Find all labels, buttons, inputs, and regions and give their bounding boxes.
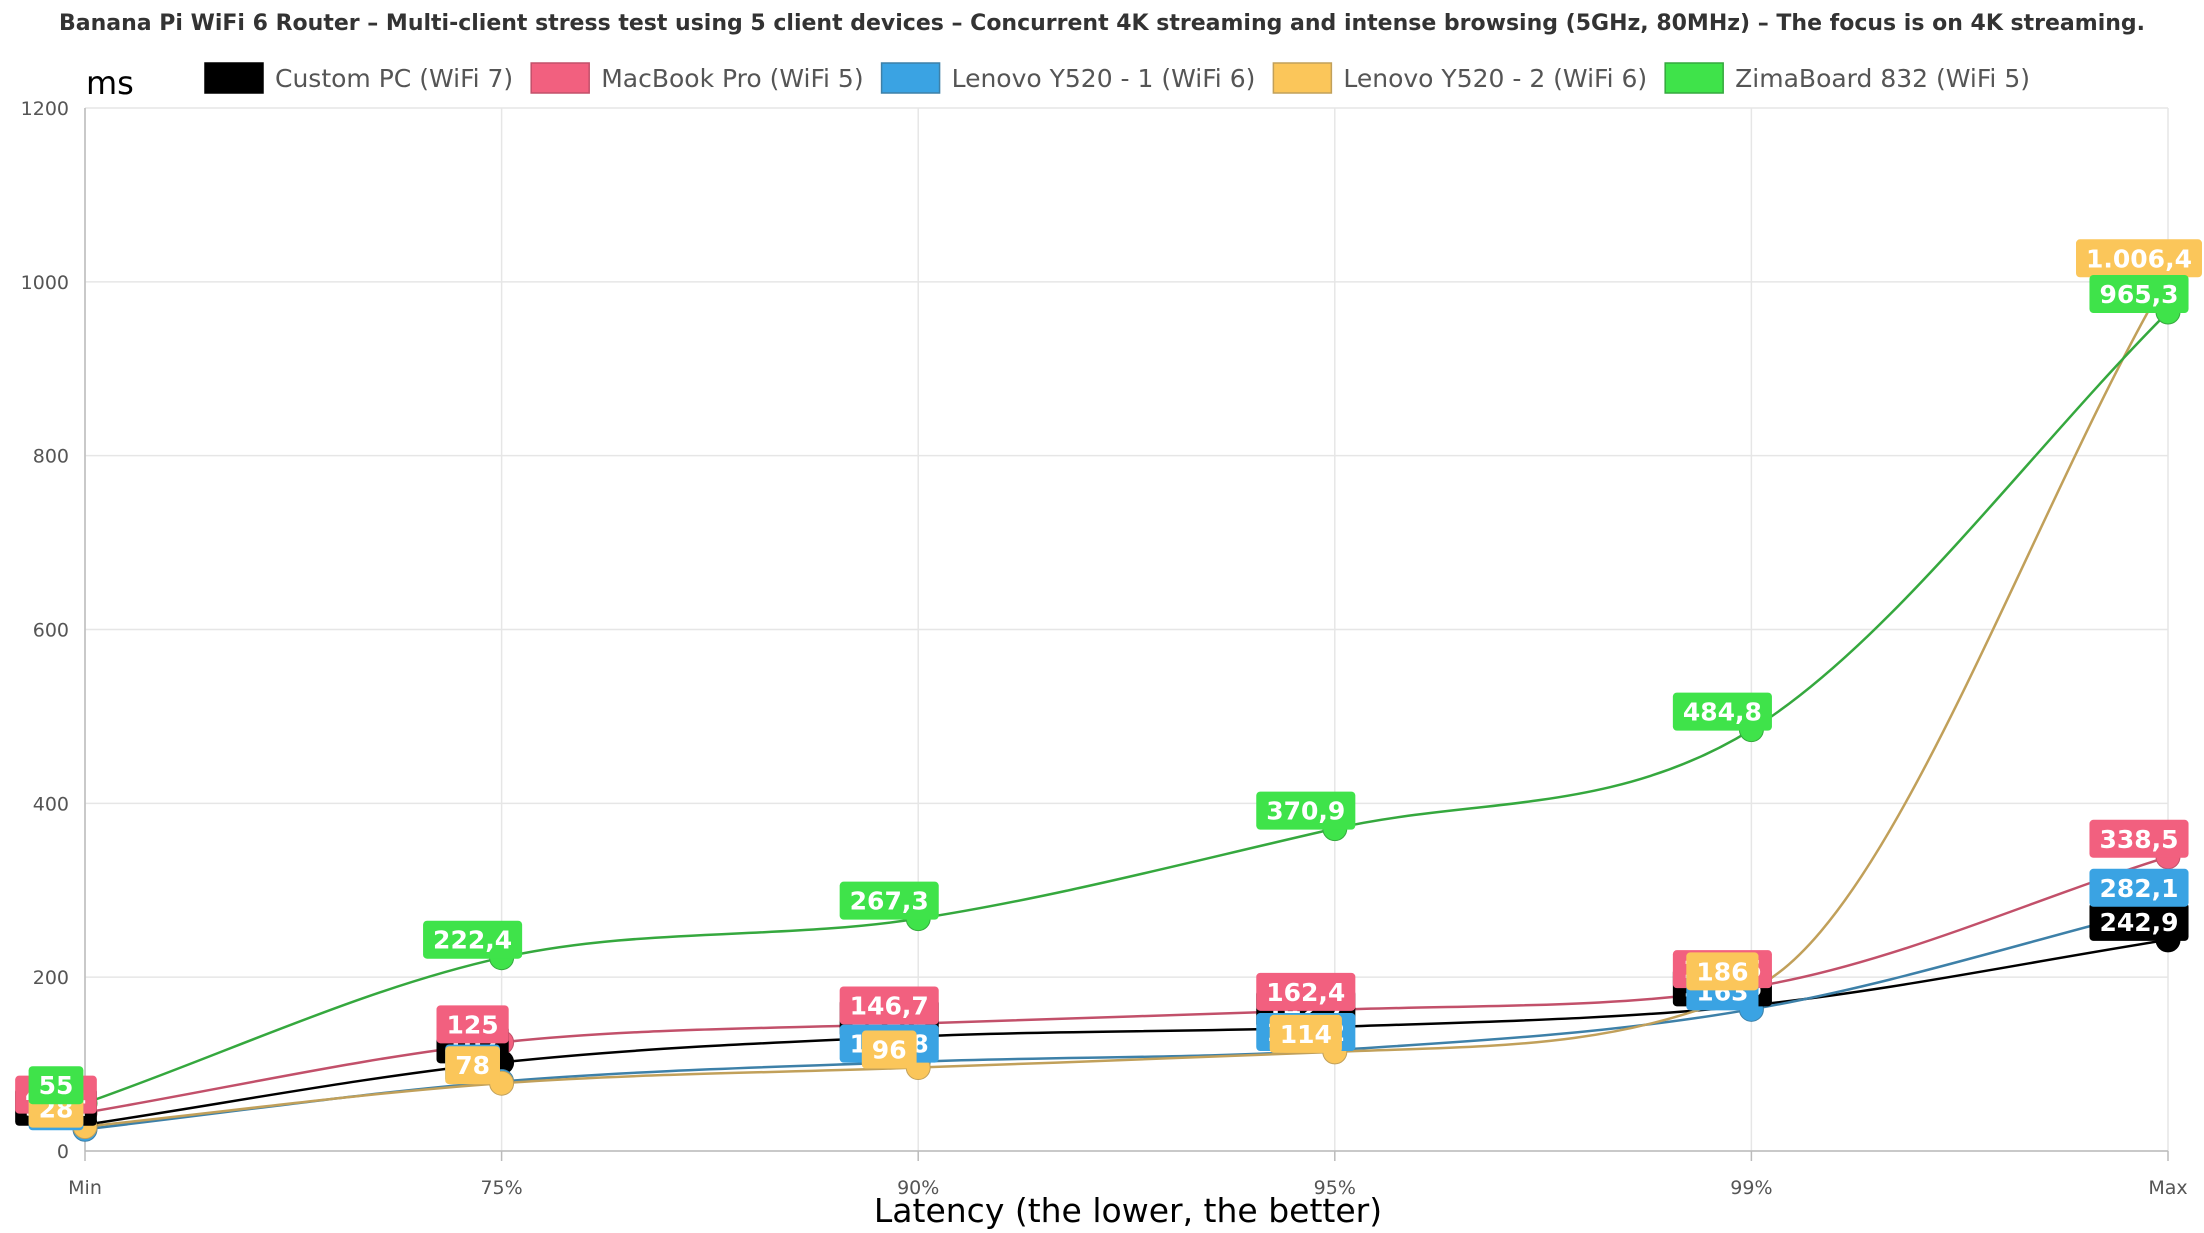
data-label: 186 (1686, 952, 1759, 991)
series-line (84, 904, 2169, 1131)
legend-item[interactable]: ZimaBoard 832 (WiFi 5) (1664, 62, 2030, 94)
data-label-box (1686, 952, 1759, 991)
series-line (84, 275, 2170, 1128)
data-label-box (2076, 239, 2202, 278)
y-tick-label: 1200 (21, 98, 69, 120)
legend-label: MacBook Pro (WiFi 5) (601, 64, 863, 93)
y-tick-label: 400 (33, 793, 69, 815)
data-label: 125 (436, 1005, 509, 1044)
data-label-box (28, 1066, 84, 1105)
x-axis-label: Latency (the lower, the better) (874, 1191, 1382, 1230)
data-label: 484,8 (1672, 692, 1772, 731)
legend-swatch (880, 62, 941, 94)
legend-item[interactable]: Custom PC (WiFi 7) (204, 62, 513, 94)
data-label-text: 146,7 (850, 991, 929, 1020)
data-label: 162,4 (1256, 972, 1356, 1011)
data-label: 114 (1269, 1014, 1342, 1053)
series-line (84, 311, 2169, 1105)
data-label-box (423, 920, 523, 959)
series-points (72, 263, 2181, 1142)
data-label-box (436, 1005, 509, 1044)
data-label-box (839, 881, 939, 920)
legend-swatch (530, 62, 590, 94)
y-tick-label: 1000 (21, 272, 69, 294)
data-label: 1.006,4 (2076, 239, 2202, 278)
data-label-text: 242,9 (2099, 908, 2178, 937)
legend-swatch (204, 62, 264, 94)
x-tick-label: 90% (897, 1177, 939, 1199)
data-label-text: 965,3 (2099, 280, 2178, 309)
data-label-text: 55 (39, 1071, 74, 1100)
data-label-text: 114 (1280, 1020, 1332, 1049)
data-label: 267,3 (839, 881, 939, 920)
x-tick-label: 99% (1730, 1177, 1772, 1199)
data-label-box (1269, 1014, 1342, 1053)
data-label: 222,4 (423, 920, 523, 959)
data-label-text: 484,8 (1683, 698, 1762, 727)
y-tick-label: 200 (33, 967, 69, 989)
data-label: 55 (28, 1066, 84, 1105)
data-label-text: 1.006,4 (2086, 244, 2192, 273)
y-tick-label: 800 (33, 446, 69, 468)
y-tick-label: 0 (57, 1141, 69, 1163)
data-label-text: 78 (455, 1051, 490, 1080)
y-tick-label: 600 (33, 620, 69, 642)
series-line (84, 938, 2169, 1126)
data-label: 965,3 (2089, 274, 2189, 313)
data-label-box (445, 1046, 500, 1085)
legend-swatch (1664, 62, 1724, 94)
data-label-text: 282,1 (2099, 874, 2178, 903)
axes: 0 200 400 600 800 1000 1200 Min 75% 90% 95% 99% Max (21, 98, 2188, 1199)
legend-label: Lenovo Y520 - 2 (WiFi 6) (1343, 64, 1647, 93)
data-label: 146,7 (839, 986, 939, 1025)
data-label-box (2089, 819, 2189, 858)
legend-label: Custom PC (WiFi 7) (275, 64, 513, 93)
data-label-text: 96 (872, 1036, 907, 1065)
data-label-text: 186 (1696, 957, 1748, 986)
data-label-text: 338,5 (2099, 825, 2178, 854)
legend-item[interactable]: Lenovo Y520 - 2 (WiFi 6) (1272, 62, 1647, 94)
x-tick-label: 95% (1314, 1177, 1356, 1199)
data-label-text: 125 (447, 1010, 499, 1039)
data-labels: 30,2102131,9142,7167,6242,944,1125146,71… (15, 239, 2202, 1131)
data-label-text: 222,4 (433, 926, 512, 955)
legend-item[interactable]: Lenovo Y520 - 1 (WiFi 6) (880, 62, 1256, 94)
grid-lines (84, 107, 2169, 1152)
x-tick-label: Max (2148, 1177, 2187, 1199)
data-label: 78 (445, 1046, 500, 1085)
data-label-box (2089, 902, 2189, 941)
data-label-text: 162,4 (1266, 978, 1345, 1007)
legend-swatch (1272, 62, 1333, 94)
chart-title: Banana Pi WiFi 6 Router – Multi-client s… (59, 11, 2145, 36)
data-label-text: 267,3 (850, 887, 929, 916)
data-label-box (839, 986, 939, 1025)
data-label-box (2089, 868, 2189, 907)
data-label-box (1672, 692, 1772, 731)
series-lines (84, 275, 2170, 1131)
data-label-text: 370,9 (1266, 797, 1345, 826)
data-label: 282,1 (2089, 868, 2189, 907)
data-label: 338,5 (2089, 819, 2189, 858)
chart-legend: Custom PC (WiFi 7) MacBook Pro (WiFi 5) Le… (204, 62, 2030, 94)
x-tick-label: 75% (480, 1177, 522, 1199)
data-label-box (861, 1030, 917, 1069)
data-label-box (1256, 972, 1356, 1011)
legend-label: ZimaBoard 832 (WiFi 5) (1735, 64, 2030, 93)
data-label: 242,9 (2089, 902, 2189, 941)
y-axis-label: ms (86, 64, 134, 102)
legend-label: Lenovo Y520 - 1 (WiFi 6) (952, 64, 1256, 93)
data-label-box (2089, 274, 2189, 313)
data-label: 370,9 (1256, 791, 1356, 830)
data-label: 96 (861, 1030, 917, 1069)
data-label-box (1256, 791, 1356, 830)
legend-item[interactable]: MacBook Pro (WiFi 5) (530, 62, 864, 94)
x-tick-label: Min (68, 1177, 102, 1199)
